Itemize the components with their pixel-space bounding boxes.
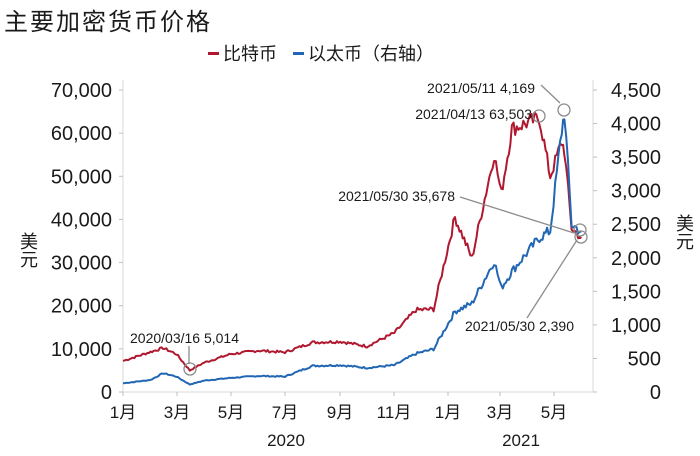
right-axis-unit: 美元 <box>673 214 694 250</box>
right-axis-ticks: 0 500 1,000 1,500 2,000 2,500 3,000 3,500 4,000 4… <box>593 80 661 404</box>
x-tick-label: 7月 <box>272 403 298 422</box>
x-tick-label: 3月 <box>487 403 513 422</box>
annotation-eth-latest: 2021/05/30 2,390 <box>465 318 574 334</box>
right-tick-label: 4,500 <box>611 80 661 102</box>
left-tick-label: 70,000 <box>51 80 112 102</box>
x-year-2021: 2021 <box>502 431 540 450</box>
right-tick-label: 2,000 <box>611 248 661 270</box>
annotation-eth-peak: 2021/05/11 4,169 <box>427 80 535 96</box>
left-tick-label: 50,000 <box>51 166 112 188</box>
ethereum-line <box>122 118 582 386</box>
chart-title: 主要加密货币价格 <box>4 8 212 36</box>
annotation-markers <box>183 84 588 376</box>
x-tick-label: 5月 <box>218 403 244 422</box>
legend-label-bitcoin: 比特币 <box>223 44 277 65</box>
left-axis-unit: 美元 <box>17 232 38 268</box>
right-tick-label: 1,500 <box>611 281 661 303</box>
legend-label-ethereum: 以太币（右轴） <box>308 44 434 65</box>
left-tick-label: 0 <box>101 382 112 404</box>
x-tick-label: 1月 <box>435 403 461 422</box>
x-tick-label: 1月 <box>110 403 136 422</box>
right-tick-label: 0 <box>650 382 661 404</box>
bitcoin-line <box>122 111 582 372</box>
right-tick-label: 500 <box>628 348 661 370</box>
left-tick-label: 60,000 <box>51 123 112 145</box>
x-year-2020: 2020 <box>267 431 305 450</box>
right-tick-label: 1,000 <box>611 315 661 337</box>
annotation-btc-low: 2020/03/16 5,014 <box>130 330 239 346</box>
legend-item-bitcoin: 比特币 <box>208 40 277 66</box>
legend-swatch-ethereum <box>293 51 304 55</box>
left-tick-label: 30,000 <box>51 253 112 275</box>
annotation-btc-latest: 2021/05/30 35,678 <box>338 188 455 204</box>
right-tick-label: 4,000 <box>611 114 661 136</box>
right-tick-label: 2,500 <box>611 214 661 236</box>
x-tick-label: 9月 <box>327 403 353 422</box>
right-tick-label: 3,000 <box>611 181 661 203</box>
legend-item-ethereum: 以太币（右轴） <box>293 40 434 66</box>
left-tick-label: 40,000 <box>51 209 112 231</box>
x-axis-ticks: 1月 3月 5月 7月 9月 11月 1月 3月 5月 <box>110 392 567 422</box>
x-tick-label: 5月 <box>541 403 567 422</box>
x-tick-label: 3月 <box>164 403 190 422</box>
x-tick-label: 11月 <box>377 403 412 422</box>
right-tick-label: 3,500 <box>611 147 661 169</box>
legend: 比特币 以太币（右轴） <box>208 40 434 66</box>
left-axis-ticks: 0 10,000 20,000 30,000 40,000 50,000 60,000 70,… <box>51 80 123 404</box>
annotation-btc-peak: 2021/04/13 63,503 <box>415 106 532 122</box>
legend-swatch-bitcoin <box>208 51 219 55</box>
left-tick-label: 10,000 <box>51 339 112 361</box>
left-tick-label: 20,000 <box>51 296 112 318</box>
